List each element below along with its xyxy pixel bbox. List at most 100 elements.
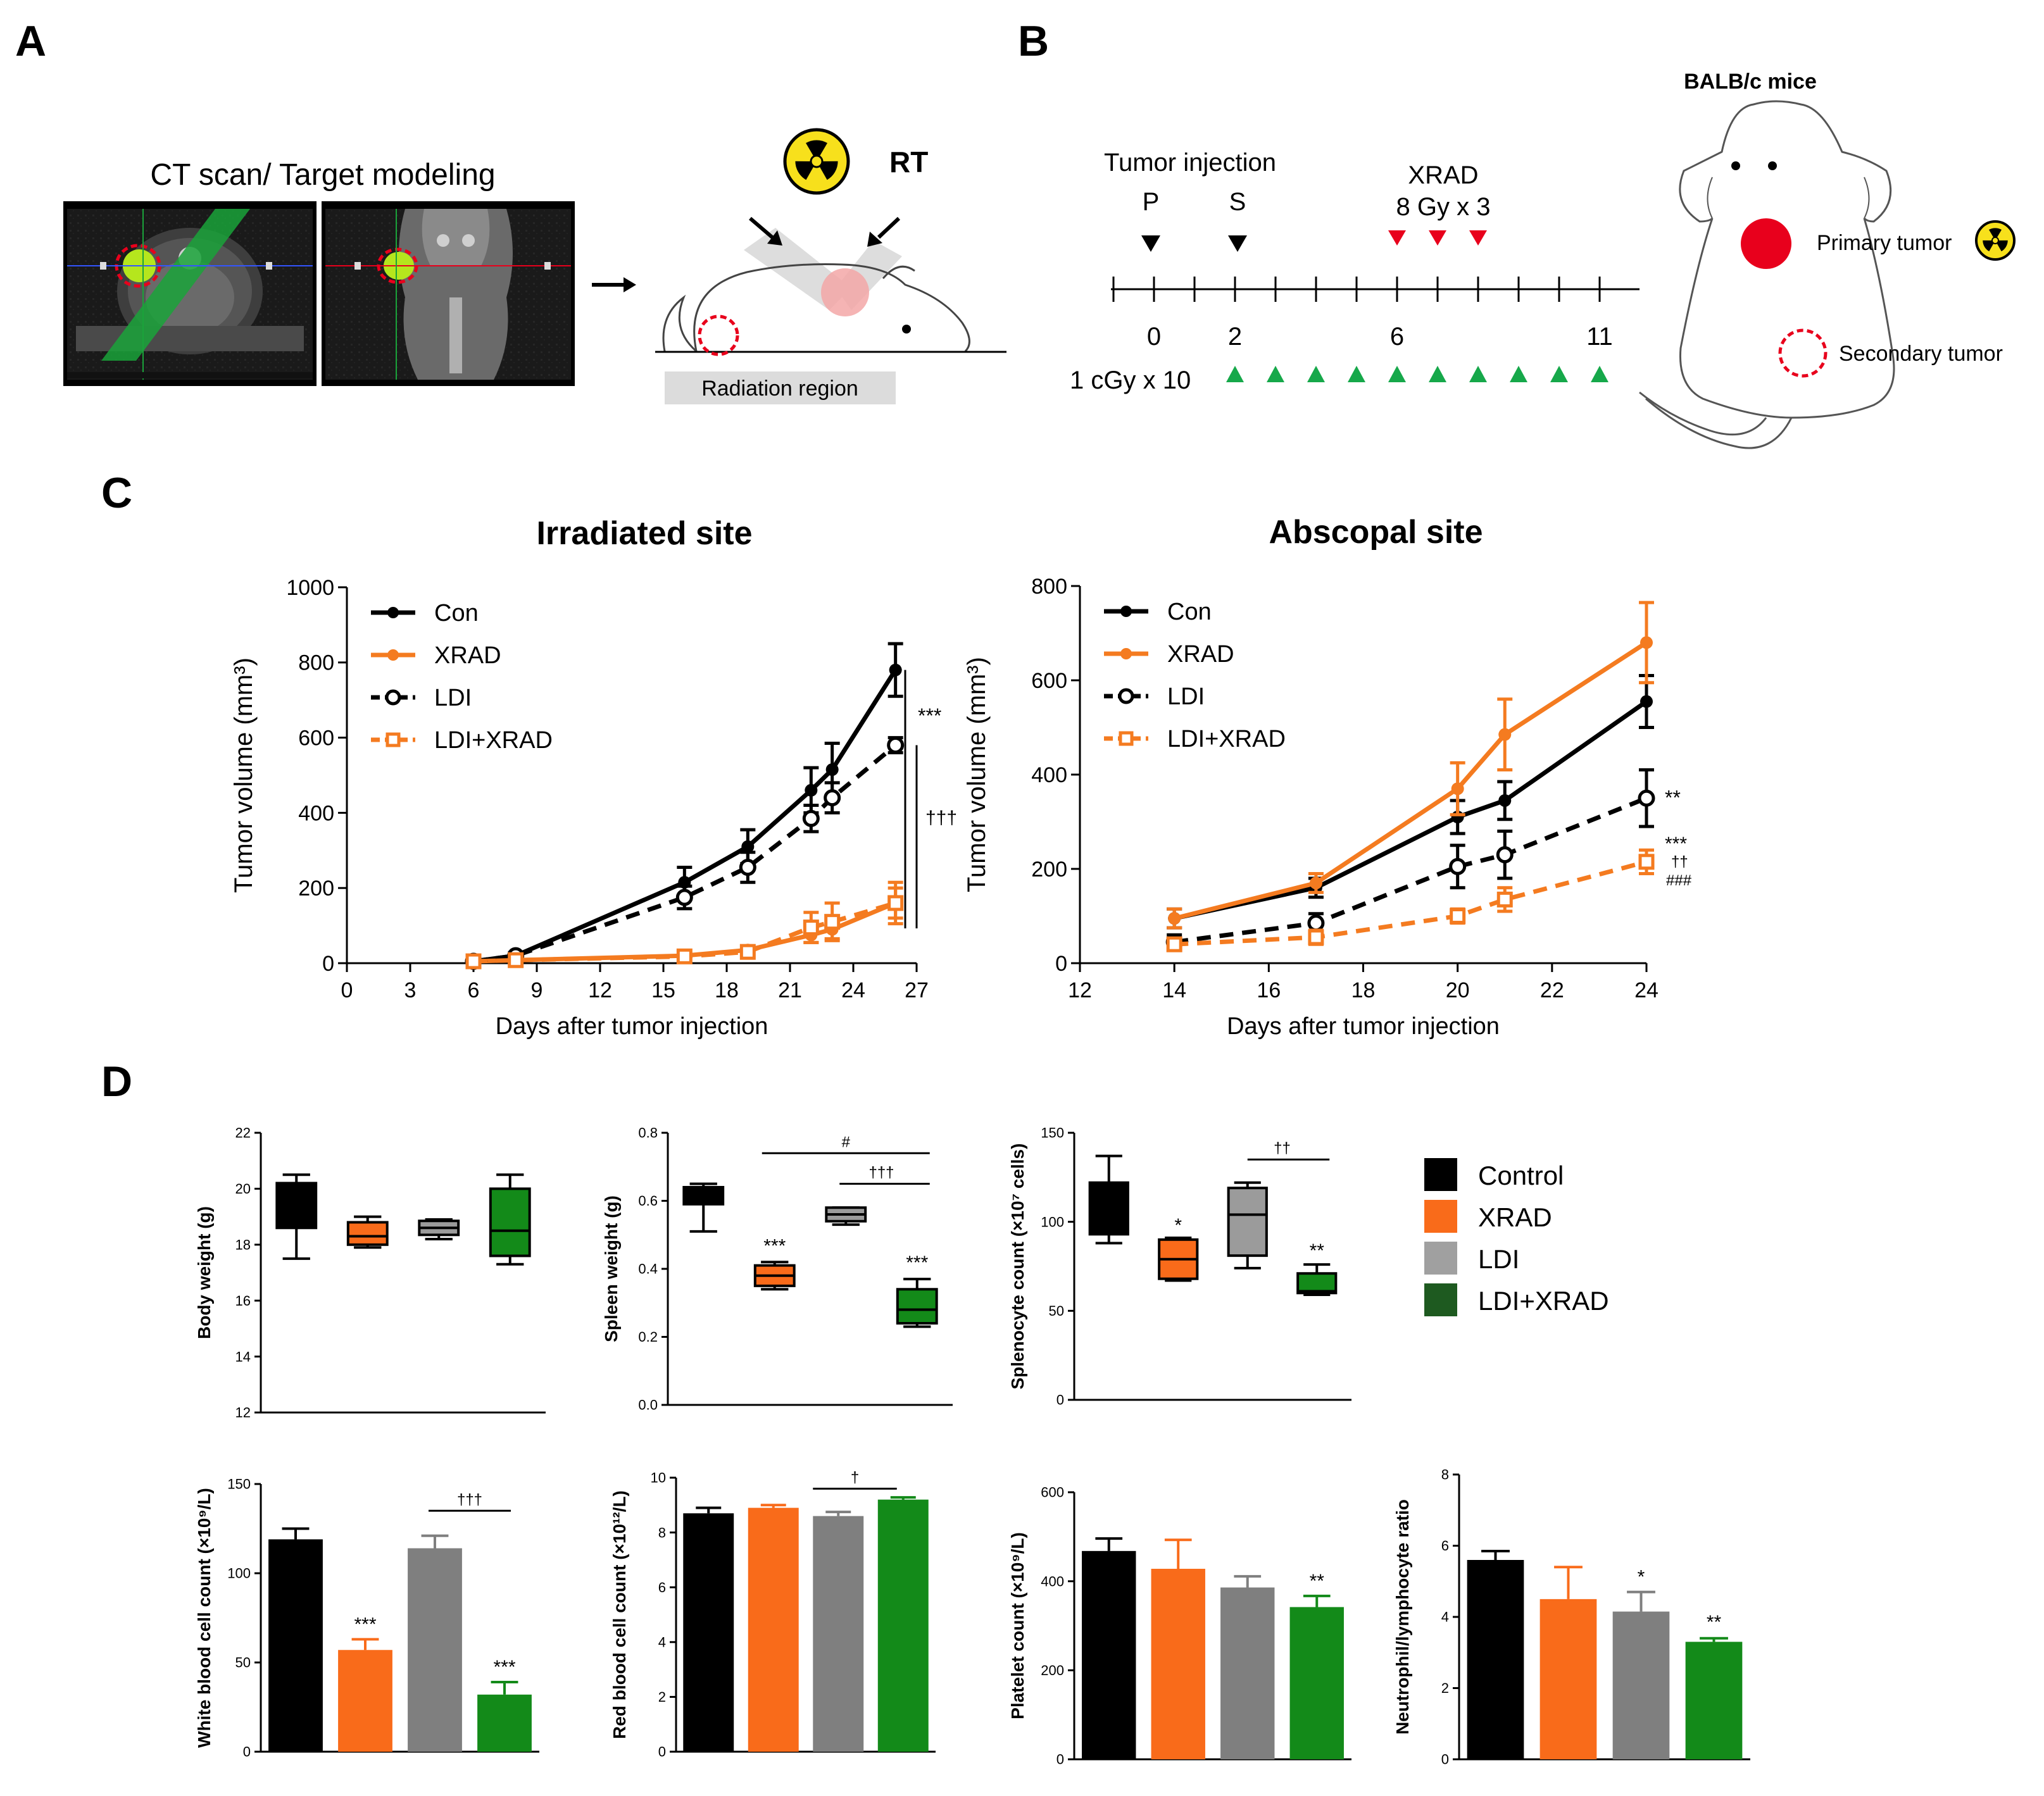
bar — [1220, 1587, 1275, 1759]
series-line — [1174, 795, 1648, 944]
x-tick-label: 12 — [1068, 978, 1092, 1002]
bar — [748, 1507, 799, 1752]
data-point — [1498, 794, 1512, 807]
data-point — [1496, 891, 1513, 907]
y-axis-label: Body weight (g) — [194, 1206, 214, 1339]
x-tick-label: 14 — [1162, 978, 1186, 1002]
data-point — [1638, 854, 1655, 870]
data-point — [887, 895, 904, 911]
data-point — [1638, 789, 1655, 807]
significance-label: *** — [906, 1252, 928, 1273]
significance-label: ** — [1310, 1571, 1325, 1592]
radiation-icon — [783, 128, 850, 195]
y-axis-label: Tumor volume (mm³) — [963, 657, 991, 892]
box-body — [1296, 1272, 1338, 1295]
x-tick-label: 9 — [531, 978, 543, 1002]
y-tick-label: 400 — [298, 801, 334, 825]
x-axis-label: Days after tumor injection — [496, 1013, 768, 1040]
box-body — [896, 1288, 938, 1325]
rt-label: RT — [889, 146, 928, 178]
timeline-axis — [1111, 277, 1640, 302]
data-point — [824, 789, 841, 807]
mouse-side-illustration — [655, 263, 1006, 356]
data-point — [465, 953, 482, 970]
group-legend: Control XRAD LDI LDI+XRAD — [1424, 1158, 1609, 1316]
bar-xrad — [338, 1638, 392, 1752]
bar — [1467, 1560, 1524, 1759]
bar — [1612, 1611, 1670, 1759]
significance-label: *** — [763, 1235, 786, 1256]
bar — [268, 1539, 323, 1752]
injection-p-label: P — [1143, 188, 1160, 216]
box-ldi — [1227, 1181, 1268, 1269]
data-point — [1449, 857, 1467, 875]
ldi-markers — [1226, 366, 1608, 382]
legend-label: Con — [1167, 599, 1212, 625]
xrad-marker — [1388, 230, 1406, 246]
mouse-top-illustration — [1639, 100, 1895, 449]
y-axis-label: Splenocyte count (×10⁷ cells) — [1008, 1144, 1027, 1390]
data-point — [1640, 636, 1653, 649]
ldi-marker — [1510, 366, 1527, 382]
significance-label: ††† — [457, 1491, 482, 1508]
significance-label: *** — [1665, 833, 1687, 854]
box-body — [346, 1221, 389, 1246]
bar — [1539, 1599, 1597, 1759]
bar — [877, 1499, 929, 1752]
x-tick-label: 21 — [778, 978, 802, 1002]
x-tick-label: 18 — [715, 978, 739, 1002]
series-xrad — [1167, 601, 1654, 930]
data-point — [676, 948, 693, 964]
bar — [477, 1694, 532, 1752]
y-tick-label: 0.6 — [638, 1193, 658, 1209]
y-tick-label: 800 — [1031, 575, 1067, 599]
data-point — [1450, 908, 1466, 924]
data-point — [1498, 728, 1512, 741]
bar — [1151, 1568, 1205, 1759]
bar-ldi — [813, 1511, 864, 1752]
y-axis-label: Spleen weight (g) — [601, 1195, 621, 1342]
chart-legend: Con XRAD LDI LDI+XRAD — [1104, 599, 1286, 752]
legend-swatch-ldi-xrad — [1424, 1283, 1457, 1316]
xrad-marker — [1469, 230, 1487, 246]
radiation-icon — [1975, 220, 2016, 261]
tumor-injection-label: Tumor injection — [1104, 149, 1276, 177]
x-tick-label: 24 — [1634, 978, 1658, 1002]
box-ldi-xrad — [489, 1173, 531, 1266]
chart-legend: Con XRAD LDI LDI+XRAD — [371, 600, 553, 754]
y-tick-label: 0.4 — [638, 1261, 658, 1277]
box-xrad — [346, 1215, 389, 1249]
legend-label: LDI+XRAD — [1167, 726, 1286, 752]
bar — [683, 1513, 734, 1752]
series-line — [1174, 640, 1648, 921]
secondary-tumor-label: Secondary tumor — [1839, 342, 2003, 366]
ldi-marker — [1429, 366, 1446, 382]
box-plot-3: 0.0 0.2 0.4 0.6 0.8 Spleen weight (g) *** *** # †… — [601, 1125, 953, 1413]
y-tick-label: 200 — [1041, 1662, 1064, 1678]
y-tick-label: 8 — [658, 1525, 666, 1540]
legend-marker — [387, 607, 399, 618]
box-ldi — [825, 1206, 867, 1226]
line-chart-0: 0 200 400 600 800 1000 Tumor volume (mm³) Irrad… — [230, 515, 957, 1040]
box-body — [489, 1187, 531, 1257]
x-tick-label: 3 — [404, 978, 417, 1002]
ldi-marker — [1307, 366, 1325, 382]
x-tick-label: 0 — [341, 978, 353, 1002]
x-tick-label: 12 — [588, 978, 612, 1002]
y-tick-label: 6 — [658, 1580, 666, 1595]
x-axis-label: Days after tumor injection — [1227, 1013, 1500, 1040]
y-tick-label: 600 — [298, 727, 334, 751]
box-ldi — [418, 1218, 460, 1240]
y-tick-label: 0 — [243, 1744, 251, 1760]
data-point — [889, 663, 902, 677]
significance-label: * — [1174, 1215, 1182, 1236]
data-point — [803, 920, 819, 936]
data-point — [1640, 695, 1653, 708]
y-tick-label: 0 — [322, 952, 334, 976]
bar-xrad — [748, 1504, 799, 1752]
data-point — [739, 859, 756, 876]
y-tick-label: 20 — [235, 1181, 251, 1197]
y-tick-label: 1000 — [286, 576, 334, 600]
ldi-marker — [1226, 366, 1244, 382]
bar-chart-5: 0 50 100 150 White blood cell count (×10⁹/L)… — [194, 1476, 539, 1760]
